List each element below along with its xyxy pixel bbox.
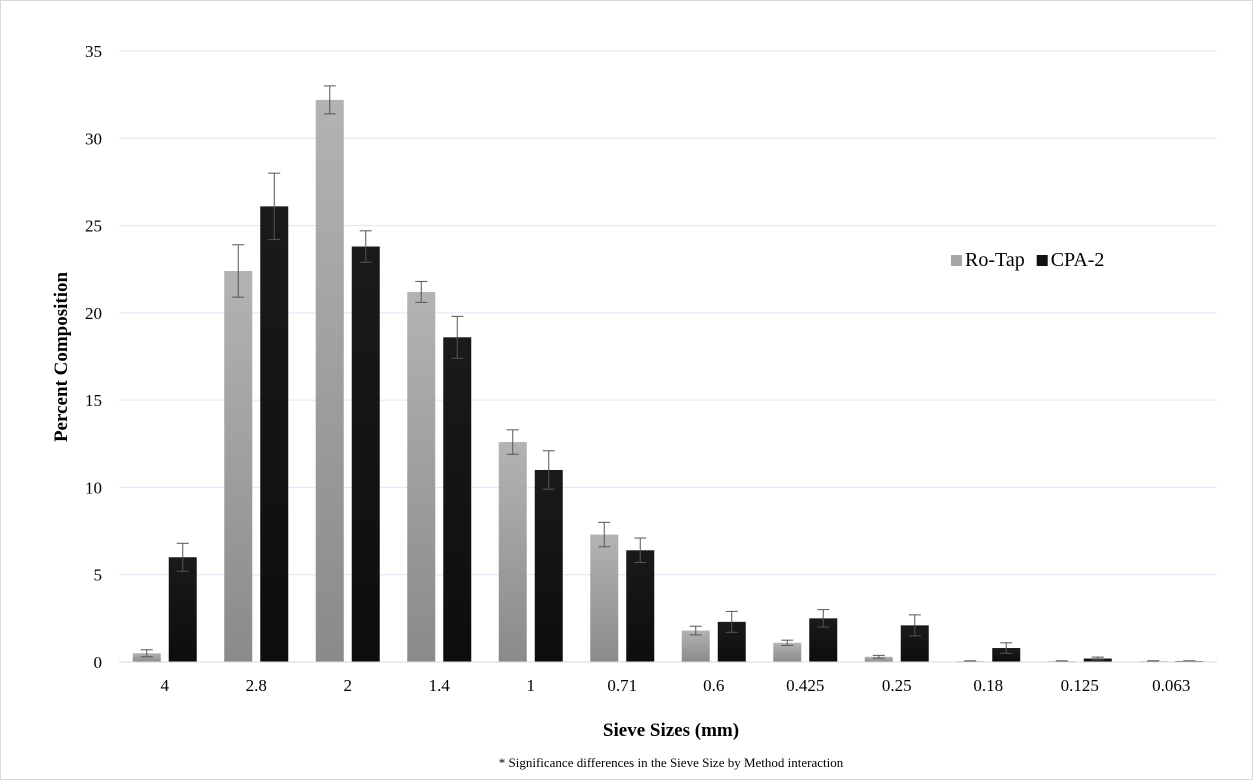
x-tick-label: 2 (344, 676, 353, 695)
error-bar (634, 537, 647, 563)
bar-ro-tap-0.6 (681, 630, 710, 662)
error-bar (176, 542, 189, 572)
bar-cpa-2-2.8 (260, 206, 289, 662)
error-bar (817, 609, 830, 628)
x-tick-label: 1.4 (429, 676, 451, 695)
error-bar (268, 172, 281, 241)
error-bar (598, 521, 611, 548)
y-tick-label: 25 (85, 217, 102, 236)
error-bar (1055, 660, 1068, 662)
y-axis-title: Percent Composition (51, 272, 72, 443)
bar-ro-tap-1.4 (407, 291, 436, 662)
bar-ro-tap-1 (498, 442, 527, 662)
error-bar (1147, 660, 1160, 662)
error-bar (140, 649, 153, 658)
gridlines (119, 50, 1217, 576)
y-tick-label: 15 (85, 391, 102, 410)
x-tick-label: 0.25 (882, 676, 912, 695)
error-bar (323, 85, 336, 115)
x-tick-label: 0.425 (786, 676, 824, 695)
y-axis-ticks: 0 5 10 15 20 25 30 35 (85, 42, 102, 672)
bars (132, 99, 1204, 662)
bar-ro-tap-2 (315, 99, 344, 662)
x-tick-label: 0.6 (703, 676, 724, 695)
error-bar (908, 614, 921, 637)
legend: Ro-Tap CPA-2 (951, 249, 1104, 271)
footnote: * Significance differences in the Sieve … (499, 755, 844, 770)
error-bar (872, 654, 885, 659)
x-tick-label: 4 (161, 676, 170, 695)
error-bar (689, 625, 702, 636)
x-axis-title: Sieve Sizes (mm) (603, 720, 739, 741)
bar-ro-tap-0.25 (864, 656, 893, 662)
error-bar (506, 429, 519, 455)
error-bar (964, 660, 977, 662)
y-tick-label: 5 (94, 566, 103, 585)
error-bar (1091, 656, 1104, 661)
x-tick-label: 0.125 (1061, 676, 1099, 695)
x-tick-label: 1 (527, 676, 536, 695)
bar-cpa-2-1.4 (443, 337, 472, 662)
error-bar (542, 450, 555, 490)
error-bar (781, 639, 794, 646)
error-bar (232, 244, 245, 298)
legend-swatch-cpa-2 (1036, 255, 1048, 266)
bar-ro-tap-0.425 (773, 642, 802, 662)
x-tick-label: 2.8 (246, 676, 267, 695)
legend-label: Ro-Tap (965, 249, 1025, 271)
bar-cpa-2-0.71 (626, 550, 655, 662)
y-tick-label: 20 (85, 304, 102, 323)
legend-label: CPA-2 (1051, 249, 1105, 271)
error-bar (451, 315, 464, 359)
bar-cpa-2-4 (168, 557, 197, 662)
error-bars (140, 85, 1196, 662)
x-axis-ticks: 4 2.8 2 1.4 1 0.71 0.6 0.425 0.25 0.18 0.125 0.063 (161, 676, 1191, 695)
error-bar (1183, 660, 1196, 662)
x-tick-label: 0.063 (1152, 676, 1190, 695)
y-tick-label: 35 (85, 42, 102, 61)
bar-ro-tap-4 (132, 653, 161, 662)
error-bar (415, 280, 428, 303)
error-bar (359, 230, 372, 263)
bar-cpa-2-0.18 (992, 648, 1021, 662)
y-tick-label: 30 (85, 129, 102, 148)
bar-ro-tap-0.71 (590, 534, 619, 662)
error-bar (1000, 642, 1013, 654)
bar-cpa-2-2 (351, 246, 380, 662)
legend-swatch-ro-tap (951, 255, 962, 266)
x-tick-label: 0.18 (973, 676, 1003, 695)
bar-ro-tap-2.8 (224, 270, 253, 662)
bar-cpa-2-1 (534, 469, 563, 662)
y-tick-label: 0 (94, 653, 103, 672)
y-tick-label: 10 (85, 478, 102, 497)
x-tick-label: 0.71 (607, 676, 637, 695)
error-bar (725, 610, 738, 633)
